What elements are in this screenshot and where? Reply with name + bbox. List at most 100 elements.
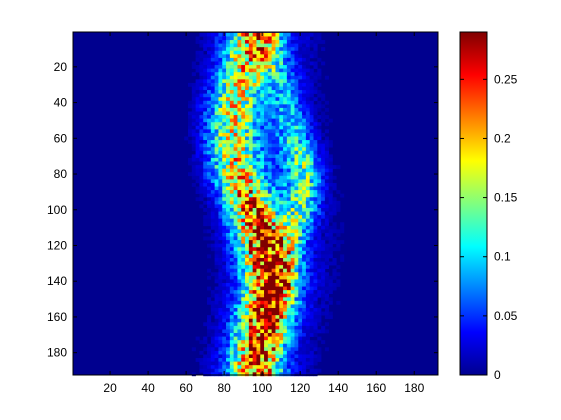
heatmap-cell	[321, 200, 326, 205]
heatmap-cell	[305, 272, 310, 277]
heatmap-cell	[302, 50, 307, 55]
heatmap-cell	[283, 32, 288, 37]
heatmap-cell	[294, 161, 299, 166]
heatmap-cell	[199, 154, 204, 159]
heatmap-cell	[229, 232, 234, 237]
heatmap-cell	[222, 211, 227, 216]
heatmap-cell	[324, 293, 329, 298]
heatmap-cell	[222, 115, 227, 119]
heatmap-cell	[283, 136, 288, 141]
heatmap-cell	[332, 272, 337, 277]
heatmap-cell	[290, 350, 295, 355]
heatmap-cell	[267, 197, 272, 202]
heatmap-cell	[275, 97, 280, 102]
heatmap-cell	[321, 150, 326, 155]
heatmap-cell	[203, 358, 208, 362]
heatmap-cell	[324, 143, 329, 148]
heatmap-cell	[294, 325, 299, 330]
heatmap-cell	[226, 111, 231, 116]
heatmap-cell	[305, 207, 310, 212]
heatmap-cell	[191, 115, 196, 119]
heatmap-cell	[294, 68, 299, 73]
heatmap-cell	[256, 115, 261, 119]
heatmap-cell	[313, 72, 318, 77]
heatmap-cell	[283, 275, 288, 280]
heatmap-cell	[214, 229, 219, 234]
heatmap-cell	[199, 65, 204, 69]
heatmap-cell	[271, 154, 276, 159]
heatmap-cell	[214, 211, 219, 216]
heatmap-cell	[214, 265, 219, 269]
heatmap-cell	[195, 157, 200, 162]
heatmap-cell	[317, 161, 322, 166]
heatmap-cell	[279, 54, 284, 59]
heatmap-cell	[203, 157, 208, 162]
heatmap-cell	[256, 82, 261, 87]
heatmap-cell	[222, 222, 227, 227]
heatmap-cell	[283, 125, 288, 130]
heatmap-cell	[286, 118, 291, 123]
heatmap-cell	[207, 72, 212, 77]
heatmap-cell	[252, 104, 257, 109]
heatmap-cell	[294, 361, 299, 366]
heatmap-cell	[248, 150, 253, 155]
heatmap-cell	[218, 86, 223, 91]
heatmap-cell	[302, 358, 307, 362]
heatmap-cell	[256, 168, 261, 173]
heatmap-cell	[317, 150, 322, 155]
heatmap-cell	[267, 65, 272, 69]
heatmap-cell	[226, 32, 231, 37]
heatmap-cell	[256, 93, 261, 98]
colorbar-tick-label: 0	[494, 368, 501, 382]
heatmap-cell	[286, 261, 291, 266]
heatmap-cell	[233, 79, 238, 84]
heatmap-cell	[245, 322, 250, 327]
heatmap-cell	[286, 336, 291, 341]
heatmap-cell	[290, 311, 295, 316]
heatmap-cell	[229, 247, 234, 252]
heatmap-cell	[199, 179, 204, 184]
heatmap-cell	[241, 100, 246, 105]
heatmap-cell	[214, 115, 219, 119]
heatmap-cell	[321, 182, 326, 187]
heatmap-cell	[248, 111, 253, 116]
heatmap-cell	[290, 200, 295, 205]
heatmap-cell	[321, 293, 326, 298]
heatmap-cell	[317, 40, 322, 44]
y-tick-label: 140	[47, 274, 67, 288]
heatmap-cell	[218, 68, 223, 73]
heatmap-cell	[210, 157, 215, 162]
heatmap-cell	[271, 57, 276, 62]
heatmap-cell	[233, 229, 238, 234]
heatmap-cell	[294, 100, 299, 105]
heatmap-cell	[218, 325, 223, 330]
heatmap-cell	[226, 247, 231, 252]
heatmap-cell	[256, 215, 261, 219]
heatmap-cell	[264, 50, 269, 55]
heatmap-cell	[305, 40, 310, 44]
heatmap-cell	[214, 186, 219, 191]
heatmap-cell	[271, 32, 276, 37]
heatmap-cell	[218, 140, 223, 144]
heatmap-cell	[210, 165, 215, 169]
heatmap-cell	[317, 218, 322, 223]
heatmap-cell	[252, 122, 257, 127]
heatmap-cell	[271, 215, 276, 219]
heatmap-cell	[241, 329, 246, 334]
heatmap-cell	[267, 36, 272, 41]
heatmap-cell	[305, 90, 310, 94]
heatmap-cell	[286, 215, 291, 219]
heatmap-cell	[290, 322, 295, 327]
heatmap-cell	[271, 272, 276, 277]
heatmap-cell	[241, 50, 246, 55]
heatmap-cell	[328, 186, 333, 191]
heatmap-cell	[302, 168, 307, 173]
heatmap-cell	[252, 186, 257, 191]
heatmap-cell	[241, 340, 246, 345]
heatmap-cell	[305, 79, 310, 84]
heatmap-cell	[210, 43, 215, 48]
heatmap-cell	[317, 207, 322, 212]
heatmap-cell	[210, 150, 215, 155]
heatmap-cell	[237, 143, 242, 148]
heatmap-cell	[283, 154, 288, 159]
